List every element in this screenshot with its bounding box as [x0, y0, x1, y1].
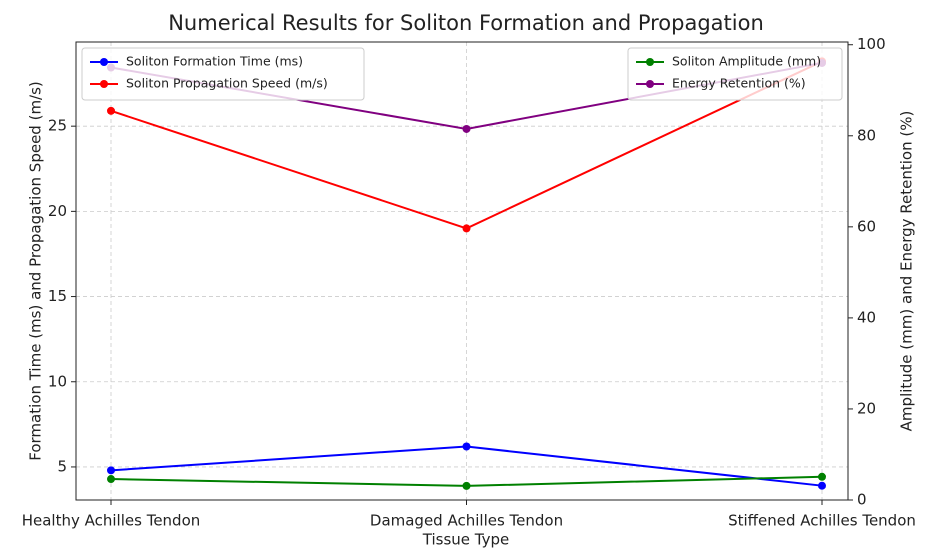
y-tick-label: 20 — [48, 202, 67, 220]
legend-marker — [646, 80, 654, 88]
legend-label: Energy Retention (%) — [672, 76, 806, 91]
x-axis-label: Tissue Type — [422, 531, 509, 548]
y2-tick-label: 20 — [857, 399, 876, 417]
y2-tick-label: 60 — [857, 217, 876, 235]
data-point — [818, 472, 826, 481]
y-tick-label: 15 — [48, 287, 67, 305]
y2-tick-label: 80 — [857, 126, 876, 144]
data-point — [107, 466, 115, 475]
y2-tick-label: 100 — [857, 35, 886, 53]
y-axis-label: Formation Time (ms) and Propagation Spee… — [27, 81, 45, 461]
x-tick-label: Healthy Achilles Tendon — [22, 512, 201, 530]
legend-box — [81, 47, 365, 101]
y2-tick-label: 0 — [857, 491, 867, 509]
y-tick-label: 10 — [48, 372, 67, 390]
legend-marker — [100, 58, 108, 66]
data-point — [107, 106, 115, 115]
x-tick-label: Damaged Achilles Tendon — [370, 512, 563, 530]
legend-label: Soliton Formation Time (ms) — [126, 54, 303, 69]
data-point — [462, 442, 471, 451]
legend-box — [627, 47, 843, 101]
x-tick-label: Stiffened Achilles Tendon — [728, 512, 916, 530]
legend-marker — [646, 58, 654, 66]
data-point — [462, 224, 471, 233]
y2-tick-label: 40 — [857, 308, 876, 326]
y2-axis-label: Amplitude (mm) and Energy Retention (%) — [898, 111, 916, 432]
legend-label: Soliton Propagation Speed (m/s) — [126, 76, 328, 91]
data-point — [462, 481, 471, 490]
legend-marker — [100, 80, 108, 88]
data-point — [107, 475, 115, 484]
data-point — [818, 481, 826, 490]
legend-label: Soliton Amplitude (mm) — [672, 54, 821, 69]
chart-title: Numerical Results for Soliton Formation … — [168, 11, 764, 35]
y-tick-label: 25 — [48, 117, 67, 135]
y-tick-label: 5 — [57, 457, 67, 475]
plot-frame — [75, 41, 849, 501]
data-point — [462, 124, 471, 133]
